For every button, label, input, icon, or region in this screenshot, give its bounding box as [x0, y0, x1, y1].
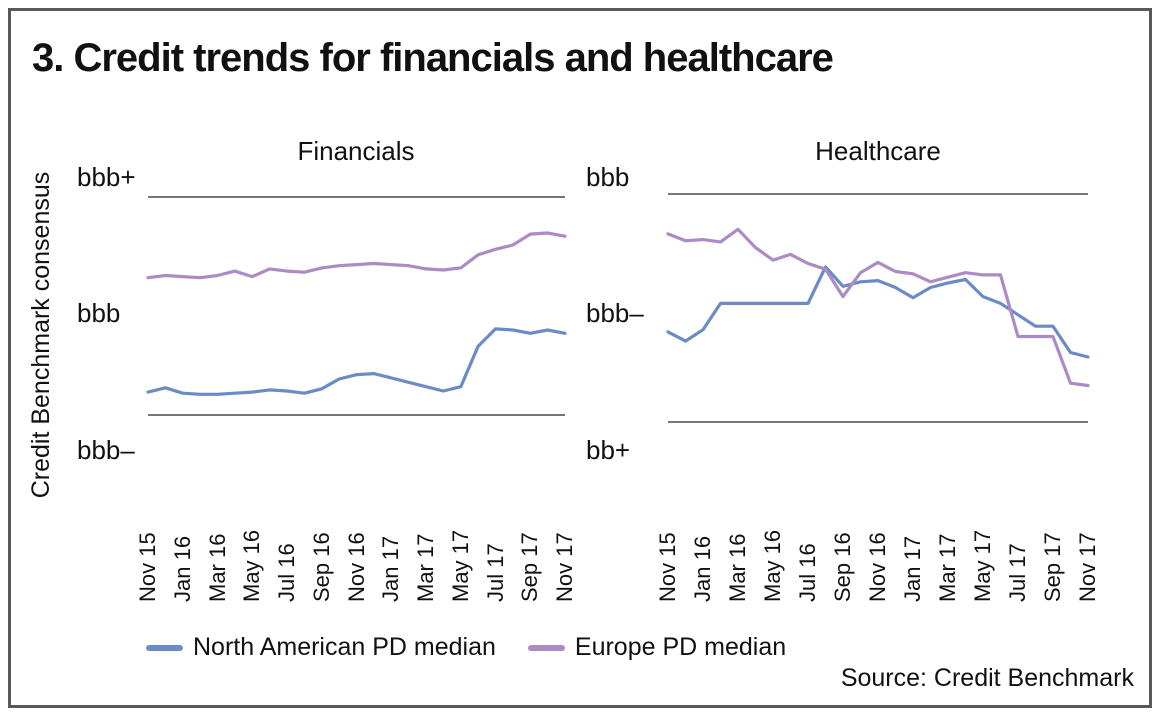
x-tick-label: Sep 17	[1040, 532, 1065, 602]
series-line-north-american	[146, 327, 567, 396]
x-tick-label: Jan 16	[690, 535, 715, 602]
y-tick-label: bbb	[586, 162, 630, 192]
source-note: Source: Credit Benchmark	[840, 664, 1134, 692]
legend-item-north-american: North American PD median	[146, 633, 496, 662]
legend-label: North American PD median	[193, 633, 496, 661]
x-tick-label: Nov 17	[552, 532, 577, 602]
europe-line-swatch-icon	[527, 644, 565, 651]
x-tick-label: Mar 16	[204, 533, 230, 602]
x-tick-label: Sep 16	[830, 532, 855, 602]
x-tick-label: Jan 17	[378, 535, 404, 602]
x-tick-label: May 16	[760, 529, 785, 602]
x-tick-label: Jul 17	[1005, 543, 1030, 602]
legend-item-europe: Europe PD median	[527, 633, 787, 662]
x-tick-label: Mar 16	[725, 533, 750, 602]
x-tick-label: Nov 16	[343, 532, 369, 602]
y-tick-label: bbb+	[77, 162, 136, 192]
x-tick-label: Nov 16	[865, 532, 890, 602]
series-line-europe	[666, 227, 1090, 388]
x-tick-label: Jan 16	[169, 535, 195, 602]
y-tick-label: bbb	[77, 298, 121, 328]
x-tick-label: Jul 16	[795, 543, 820, 602]
x-tick-label: May 16	[239, 529, 265, 602]
x-tick-label: May 17	[447, 529, 473, 602]
x-tick-label: Jul 16	[274, 543, 299, 602]
series-line-europe	[146, 231, 567, 280]
series-line-north-american	[666, 265, 1090, 359]
x-tick-label: Nov 17	[1075, 532, 1100, 602]
y-tick-label: bb+	[586, 435, 631, 465]
north-american-line-swatch-icon	[146, 644, 183, 651]
x-tick-label: May 17	[970, 529, 995, 602]
x-tick-label: Sep 16	[308, 532, 334, 602]
x-tick-label: Nov 15	[655, 532, 680, 602]
legend: North American PD median Europe PD media…	[146, 633, 786, 662]
x-tick-label: Jan 17	[900, 535, 925, 602]
x-tick-label: Mar 17	[935, 533, 960, 602]
x-tick-label: Jul 17	[482, 543, 508, 602]
x-tick-label: Nov 15	[135, 532, 160, 602]
figure-title: 3. Credit trends for financials and heal…	[32, 36, 834, 80]
y-tick-label: bbb–	[77, 435, 135, 465]
legend-label: Europe PD median	[574, 633, 787, 661]
panel-title-healthcare: Healthcare	[815, 136, 941, 166]
x-tick-label: Mar 17	[413, 533, 438, 602]
x-tick-label: Sep 17	[517, 532, 543, 602]
panel-title-financials: Financials	[297, 136, 415, 166]
y-tick-label: bbb–	[586, 298, 644, 328]
